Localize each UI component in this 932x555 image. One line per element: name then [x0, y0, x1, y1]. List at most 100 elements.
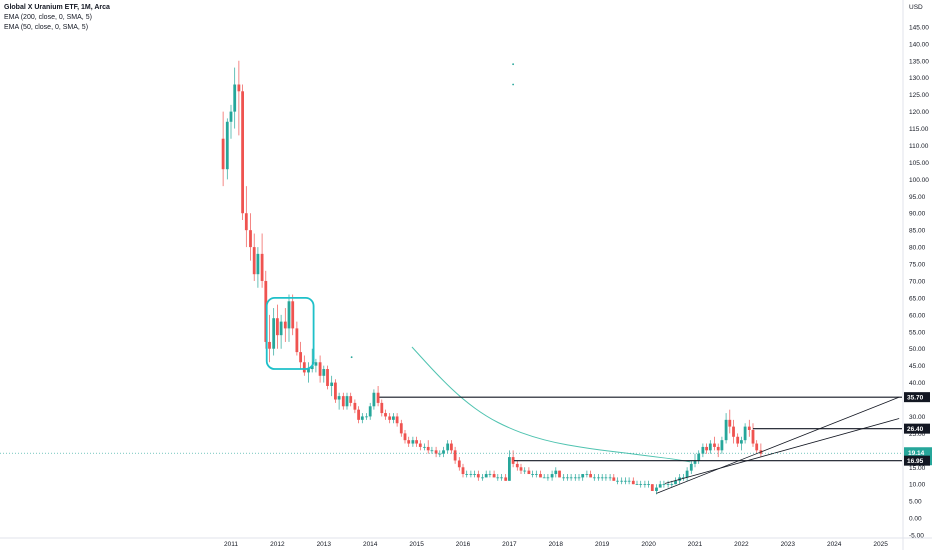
- candle-up[interactable]: [624, 477, 627, 485]
- candle-down[interactable]: [241, 84, 244, 220]
- candle-up[interactable]: [701, 443, 705, 458]
- candle-down[interactable]: [736, 433, 740, 447]
- candle-down[interactable]: [759, 443, 763, 458]
- candle-down[interactable]: [453, 446, 457, 464]
- candle-up[interactable]: [639, 480, 643, 488]
- candle-down[interactable]: [747, 419, 751, 437]
- candle-up[interactable]: [229, 104, 233, 139]
- indicator-ema50[interactable]: EMA (50, close, 0, SMA, 5): [4, 24, 89, 31]
- candle-down[interactable]: [291, 294, 295, 336]
- candle-down[interactable]: [380, 399, 384, 417]
- candle-down[interactable]: [492, 470, 496, 478]
- candle-up[interactable]: [372, 389, 376, 410]
- candle-up[interactable]: [616, 477, 619, 485]
- price-label[interactable]: 26.40: [904, 423, 930, 434]
- candle-up[interactable]: [697, 450, 701, 464]
- candle-up[interactable]: [658, 480, 662, 488]
- candle-down[interactable]: [403, 430, 407, 444]
- candle-down[interactable]: [349, 392, 353, 407]
- candle-up[interactable]: [600, 474, 604, 481]
- candle-up[interactable]: [465, 470, 469, 478]
- candle-down[interactable]: [755, 440, 759, 454]
- candle-up[interactable]: [368, 402, 372, 420]
- candle-down[interactable]: [249, 213, 252, 261]
- candle-down[interactable]: [457, 457, 461, 471]
- candle-up[interactable]: [488, 470, 492, 478]
- candle-up[interactable]: [682, 474, 685, 481]
- candle-down[interactable]: [407, 436, 411, 447]
- candle-up[interactable]: [330, 375, 334, 397]
- candle-down[interactable]: [415, 436, 418, 447]
- candle-up[interactable]: [233, 67, 237, 129]
- candle-up[interactable]: [310, 348, 314, 373]
- candle-down[interactable]: [751, 423, 755, 447]
- candle-down[interactable]: [426, 440, 430, 454]
- candle-up[interactable]: [508, 450, 511, 481]
- trendline[interactable]: [656, 396, 900, 494]
- candle-down[interactable]: [353, 399, 357, 414]
- candle-up[interactable]: [256, 247, 260, 288]
- price-label[interactable]: 16.95: [904, 455, 930, 466]
- candle-up[interactable]: [446, 440, 450, 454]
- candle-up[interactable]: [655, 484, 658, 495]
- candle-up[interactable]: [635, 480, 639, 485]
- candle-up[interactable]: [577, 474, 581, 481]
- candle-down[interactable]: [476, 470, 480, 481]
- candle-down[interactable]: [527, 467, 531, 475]
- candle-down[interactable]: [283, 308, 287, 342]
- candle-up[interactable]: [337, 392, 341, 410]
- candle-up[interactable]: [620, 477, 624, 485]
- candle-up[interactable]: [438, 450, 442, 458]
- candle-up[interactable]: [666, 480, 670, 488]
- candle-up[interactable]: [481, 474, 484, 481]
- candle-down[interactable]: [650, 484, 654, 491]
- candle-down[interactable]: [418, 440, 422, 451]
- candle-up[interactable]: [647, 480, 650, 488]
- candle-up[interactable]: [307, 362, 310, 383]
- candle-down[interactable]: [732, 419, 735, 444]
- candle-down[interactable]: [341, 392, 345, 410]
- candle-up[interactable]: [743, 423, 747, 444]
- candle-up[interactable]: [531, 470, 534, 478]
- candle-up[interactable]: [597, 474, 600, 481]
- candle-up[interactable]: [314, 358, 318, 373]
- candle-up[interactable]: [279, 314, 283, 349]
- candle-down[interactable]: [589, 470, 592, 478]
- candle-up[interactable]: [585, 470, 589, 478]
- candle-up[interactable]: [550, 470, 554, 481]
- candle-down[interactable]: [631, 477, 635, 485]
- candle-down[interactable]: [461, 463, 465, 478]
- candle-up[interactable]: [469, 470, 473, 478]
- symbol-title[interactable]: Global X Uranium ETF, 1M, Arca: [4, 4, 110, 11]
- candle-up[interactable]: [608, 474, 612, 481]
- candle-down[interactable]: [705, 443, 708, 454]
- candle-up[interactable]: [534, 470, 538, 478]
- candle-down[interactable]: [376, 385, 380, 407]
- candle-up[interactable]: [627, 477, 631, 485]
- candle-up[interactable]: [442, 446, 445, 458]
- candle-down[interactable]: [612, 474, 616, 481]
- candle-down[interactable]: [221, 111, 225, 187]
- candle-up[interactable]: [689, 460, 693, 475]
- candle-up[interactable]: [430, 446, 434, 454]
- indicator-ema200[interactable]: EMA (200, close, 0, SMA, 5): [4, 14, 92, 21]
- candle-down[interactable]: [357, 406, 360, 424]
- candle-down[interactable]: [395, 413, 399, 427]
- candle-down[interactable]: [295, 321, 299, 356]
- highlight-rectangle[interactable]: [265, 297, 315, 370]
- candle-up[interactable]: [685, 467, 689, 481]
- trendline[interactable]: [664, 418, 900, 484]
- candle-up[interactable]: [484, 470, 488, 478]
- candle-up[interactable]: [423, 443, 426, 451]
- candle-up[interactable]: [272, 308, 276, 356]
- candle-down[interactable]: [511, 450, 515, 468]
- candle-up[interactable]: [287, 294, 291, 342]
- candle-down[interactable]: [384, 409, 387, 420]
- candle-up[interactable]: [345, 392, 349, 410]
- candle-up[interactable]: [322, 365, 326, 383]
- candle-down[interactable]: [539, 470, 542, 478]
- candle-down[interactable]: [434, 446, 438, 458]
- candle-down[interactable]: [399, 419, 403, 437]
